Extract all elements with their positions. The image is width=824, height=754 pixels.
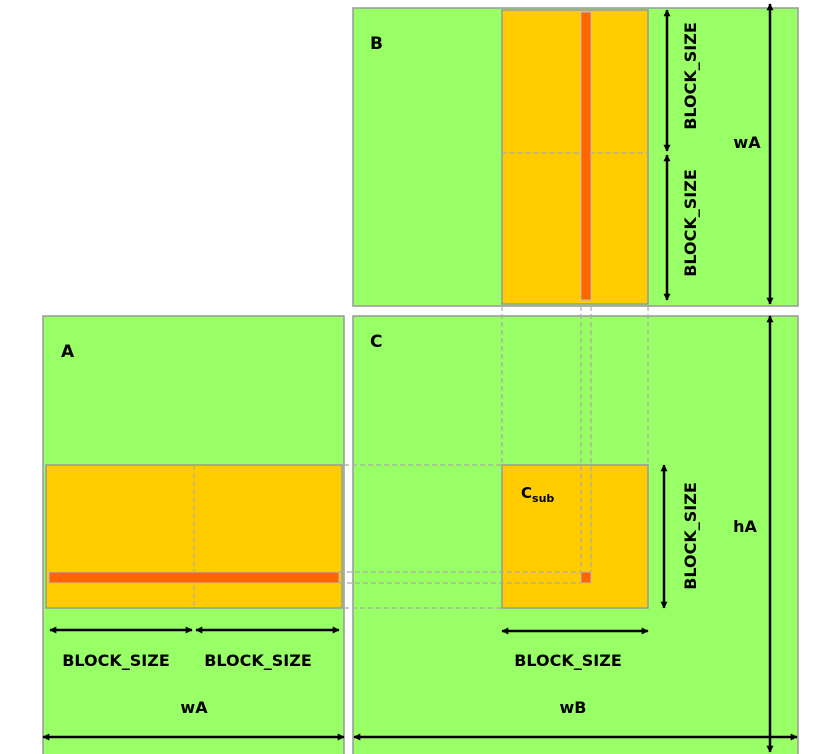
wa-vertical-label: wA [733, 133, 761, 152]
matrix-a-block-row [45, 464, 343, 609]
matrix-a-row-strip [48, 571, 340, 584]
a-block-size-label-2: BLOCK_SIZE [204, 651, 312, 670]
b-block-size-label-2: BLOCK_SIZE [681, 169, 700, 277]
c-sub-main: C [521, 484, 532, 502]
a-block-size-label-1: BLOCK_SIZE [62, 651, 170, 670]
dimension-arrows [42, 3, 798, 753]
matrix-b-label: B [370, 34, 383, 54]
wa-label: wA [180, 698, 208, 717]
projection-guides [339, 306, 649, 609]
matrix-b-column-strip [580, 11, 592, 301]
c-block-size-v-label: BLOCK_SIZE [681, 482, 700, 590]
c-sub-subscript: sub [532, 492, 554, 505]
b-block-size-label-1: BLOCK_SIZE [681, 22, 700, 130]
matrix-c-label: C [370, 332, 382, 352]
matrix-c: C Csub [352, 315, 799, 754]
c-sub-label: Csub [521, 484, 554, 505]
matrix-b: B [352, 7, 799, 307]
matrix-a: A [42, 315, 345, 754]
matrix-b-block-column [501, 9, 649, 305]
matrix-c-sub-block [501, 464, 649, 609]
wb-label: wB [560, 698, 587, 717]
matrix-c-element [580, 571, 592, 584]
matrix-a-label: A [61, 342, 75, 362]
ha-label: hA [733, 517, 757, 536]
c-block-size-h-label: BLOCK_SIZE [514, 651, 622, 670]
